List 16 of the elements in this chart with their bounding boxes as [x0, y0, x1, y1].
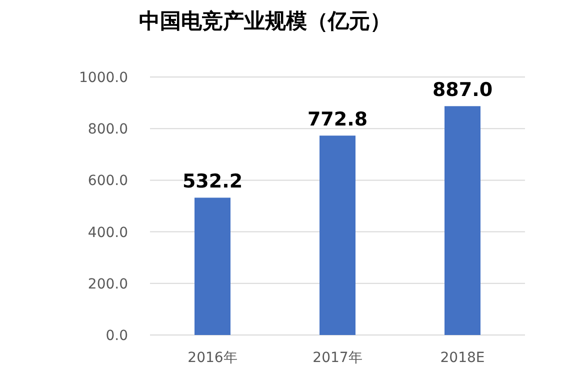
bar — [320, 136, 356, 335]
y-tick-label: 800.0 — [88, 122, 128, 138]
y-tick-label: 200.0 — [88, 276, 128, 292]
bar — [444, 106, 480, 335]
y-tick-label: 600.0 — [88, 173, 128, 190]
x-tick-label: 2016年 — [188, 350, 238, 366]
y-tick-label: 1000.0 — [79, 70, 128, 86]
x-tick-label: 2018E — [440, 350, 485, 366]
bar — [194, 198, 230, 335]
data-label: 887.0 — [432, 79, 493, 102]
x-tick-label: 2017年 — [312, 350, 362, 366]
data-label: 532.2 — [182, 170, 243, 193]
chart-title: 中国电竞产业规模（亿元） — [139, 9, 391, 33]
data-label: 772.8 — [307, 108, 368, 131]
y-tick-label: 0.0 — [106, 328, 128, 344]
y-tick-label: 400.0 — [88, 224, 128, 241]
